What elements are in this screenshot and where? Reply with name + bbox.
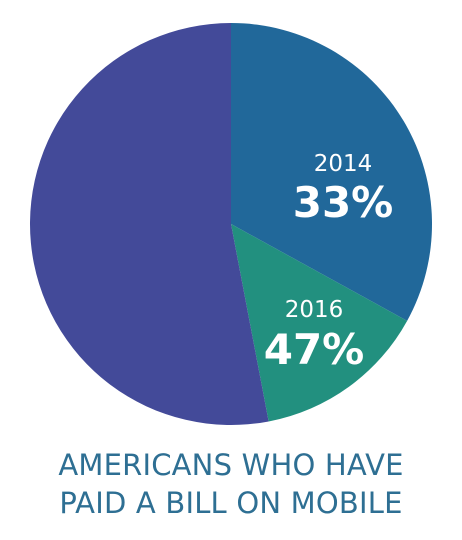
slice-value-label-2016: 47% <box>264 325 365 374</box>
slice-value-label-2014: 33% <box>293 178 394 227</box>
slice-year-label-2016: 2016 <box>285 297 344 323</box>
chart-caption-line-1: AMERICANS WHO HAVE <box>58 448 404 482</box>
pie-slices <box>29 23 433 425</box>
chart-caption-line-2: PAID A BILL ON MOBILE <box>59 486 403 520</box>
pie-slice-2014 <box>231 23 433 321</box>
pie-slice-2016 <box>231 224 408 422</box>
pie-labels: 2014 33% 2016 47% <box>264 151 394 374</box>
pie-chart: 2014 33% 2016 47% <box>29 23 433 425</box>
pie-slice-segment-2 <box>29 23 269 425</box>
slice-year-label-2014: 2014 <box>314 151 373 177</box>
